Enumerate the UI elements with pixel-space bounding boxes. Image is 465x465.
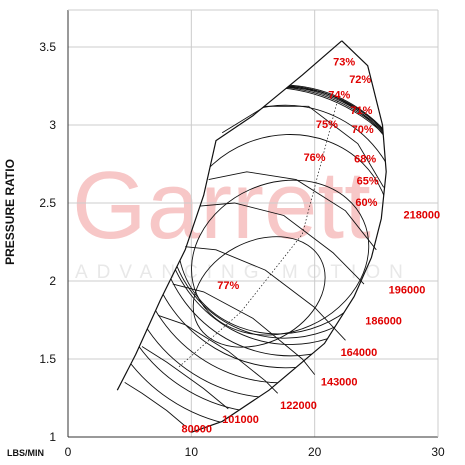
speed-line-101000: [141, 346, 229, 410]
speed-label: 80000: [181, 423, 212, 435]
speed-label: 218000: [403, 210, 440, 222]
efficiency-contour: [191, 179, 370, 336]
watermark-tagline: ADVANCING MOTION: [75, 262, 412, 283]
efficiency-label: 60%: [355, 197, 377, 209]
plot-frame: [67, 9, 439, 438]
y-tick-label: 1: [49, 430, 56, 444]
speed-label: 196000: [389, 284, 426, 296]
efficiency-label: 65%: [357, 175, 379, 187]
efficiency-label: 68%: [354, 153, 376, 165]
y-tick-label: 1.5: [39, 352, 56, 366]
x-tick-label: 30: [431, 445, 445, 459]
y-tick-label: 2: [49, 274, 56, 288]
y-axis-ticks: 1 1.5 2 2.5 3 3.5: [39, 40, 56, 444]
speed-label: 164000: [341, 347, 378, 359]
watermark-brand: Garrett: [72, 152, 371, 259]
x-tick-label: 10: [185, 445, 199, 459]
y-tick-label: 3: [49, 118, 56, 132]
efficiency-label: 76%: [304, 152, 326, 164]
y-tick-label: 3.5: [39, 40, 56, 54]
surge-line: [116, 40, 343, 391]
efficiency-label: 71%: [350, 105, 372, 117]
y-axis-label: PRESSURE RATIO: [3, 159, 17, 265]
speed-line-143000: [172, 283, 316, 375]
efficiency-label: 75%: [316, 119, 338, 131]
speed-label: 101000: [222, 414, 259, 426]
speed-line-122000: [157, 314, 279, 394]
efficiency-label: 74%: [328, 89, 350, 101]
speed-line-196000: [208, 171, 377, 251]
speed-label: 186000: [365, 316, 402, 328]
speed-labels: 218000 196000 186000 164000 143000 122000 1010…: [181, 210, 440, 436]
speed-line-218000: [221, 105, 385, 188]
x-unit-label: LBS/MIN: [7, 448, 44, 458]
speed-line-80000: [124, 382, 186, 427]
efficiency-label: 73%: [333, 57, 355, 69]
choke-line: [191, 40, 387, 433]
y-tick-label: 2.5: [39, 196, 56, 210]
speed-line-186000: [199, 202, 365, 285]
x-axis-ticks: 0 10 20 30: [65, 445, 445, 459]
x-tick-label: 0: [65, 445, 72, 459]
x-tick-label: 20: [308, 445, 322, 459]
efficiency-label: 70%: [352, 124, 374, 136]
speed-line-164000: [185, 246, 346, 341]
efficiency-label: 72%: [349, 74, 371, 86]
efficiency-contour: [192, 236, 326, 348]
efficiency-labels: 73% 72% 74%71% 75% 70% 76% 68% 65% 60% 77%: [217, 57, 379, 292]
speed-label: 122000: [280, 400, 317, 412]
efficiency-label: 77%: [217, 280, 239, 292]
watermark: Garrett ADVANCING MOTION: [72, 152, 412, 283]
map-curves: [116, 40, 387, 433]
speed-label: 143000: [321, 377, 358, 389]
